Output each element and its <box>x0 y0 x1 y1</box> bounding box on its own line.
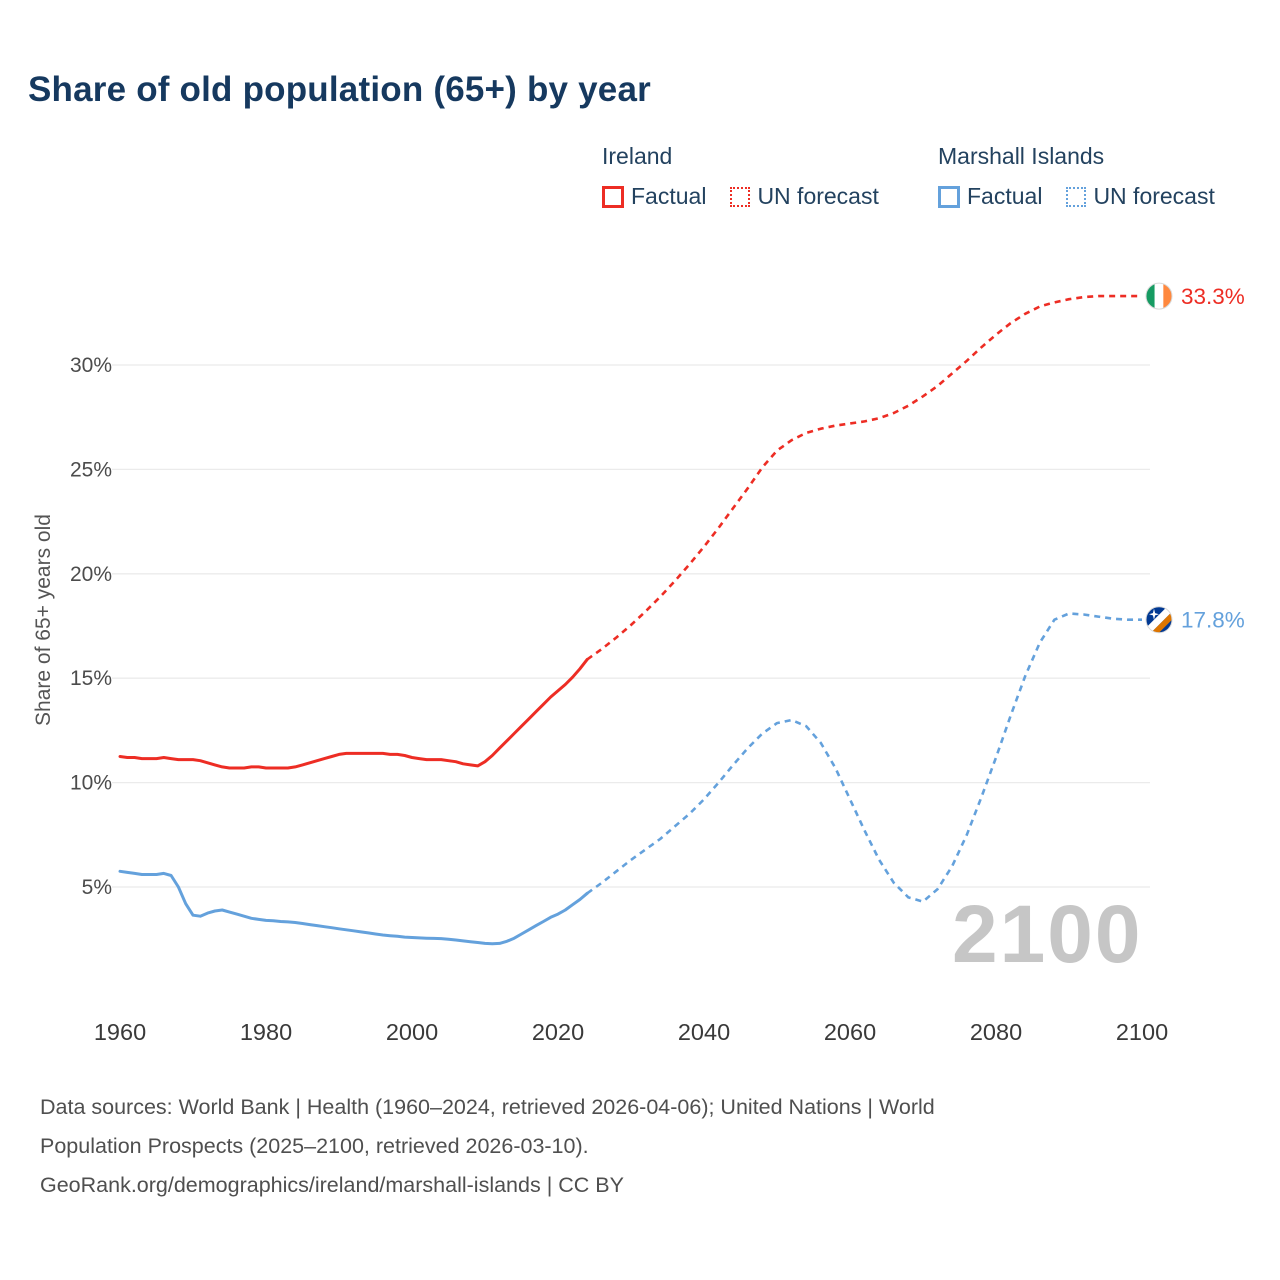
data-sources-line-2: Population Prospects (2025–2100, retriev… <box>40 1134 589 1158</box>
legend-item-label: UN forecast <box>757 183 879 209</box>
series-line-factual <box>118 869 589 946</box>
x-tick-label: 1960 <box>94 1019 146 1045</box>
end-value-label: 17.8% <box>1181 608 1245 633</box>
x-tick-label: 1980 <box>240 1019 292 1045</box>
legend-swatch-solid-icon <box>938 185 960 208</box>
y-tick-label: 30% <box>70 354 112 377</box>
x-tick-label: 2020 <box>532 1019 584 1045</box>
legend-items: Factual UN forecast <box>602 183 879 210</box>
end-value-label: 33.3% <box>1181 284 1245 309</box>
legend-item-label: UN forecast <box>1093 183 1215 209</box>
watermark-year: 2100 <box>952 889 1143 980</box>
legend-item-marshall-factual[interactable]: Factual <box>938 183 1042 210</box>
legend-items: Factual UN forecast <box>938 183 1215 210</box>
legend-group-marshall-islands: Marshall Islands Factual UN forecast <box>938 143 1215 210</box>
y-axis-title: Share of 65+ years old <box>32 514 55 726</box>
x-tick-label: 2000 <box>386 1019 438 1045</box>
series-line-forecast <box>586 612 1142 903</box>
footer: Data sources: World Bank | Health (1960–… <box>40 1088 1200 1205</box>
series-line-factual <box>118 657 589 770</box>
legend-item-ireland-forecast[interactable]: UN forecast <box>730 183 879 210</box>
legend-item-ireland-factual[interactable]: Factual <box>602 183 706 210</box>
line-chart: 5% 10% 15% 20% 25% 30% 1960 1980 2000 2020 2040 206… <box>70 282 1245 1045</box>
x-tick-label: 2040 <box>678 1019 730 1045</box>
x-tick-label: 2100 <box>1116 1019 1168 1045</box>
x-tick-label: 2060 <box>824 1019 876 1045</box>
marshall-islands-flag-icon <box>1145 606 1173 634</box>
legend-swatch-dashed-icon <box>730 186 751 207</box>
legend-swatch-solid-icon <box>602 185 624 208</box>
legend-item-label: Factual <box>631 183 707 209</box>
legend-group-title: Ireland <box>602 143 673 169</box>
chart-title: Share of old population (65+) by year <box>28 70 651 109</box>
legend-swatch-dashed-icon <box>1066 186 1087 207</box>
y-tick-label: 20% <box>70 563 112 586</box>
legend-group-ireland: Ireland Factual UN forecast <box>602 143 879 210</box>
legend-item-marshall-forecast[interactable]: UN forecast <box>1066 183 1215 210</box>
attribution-line: GeoRank.org/demographics/ireland/marshal… <box>40 1173 624 1197</box>
y-tick-label: 25% <box>70 458 112 481</box>
x-tick-label: 2080 <box>970 1019 1022 1045</box>
legend-item-label: Factual <box>967 183 1043 209</box>
y-tick-label: 15% <box>70 667 112 690</box>
y-tick-label: 5% <box>82 876 112 899</box>
ireland-flag-icon <box>1145 282 1173 310</box>
y-tick-label: 10% <box>70 772 112 795</box>
legend-group-title: Marshall Islands <box>938 143 1105 169</box>
data-sources-line-1: Data sources: World Bank | Health (1960–… <box>40 1095 935 1119</box>
series-line-forecast <box>586 294 1142 661</box>
